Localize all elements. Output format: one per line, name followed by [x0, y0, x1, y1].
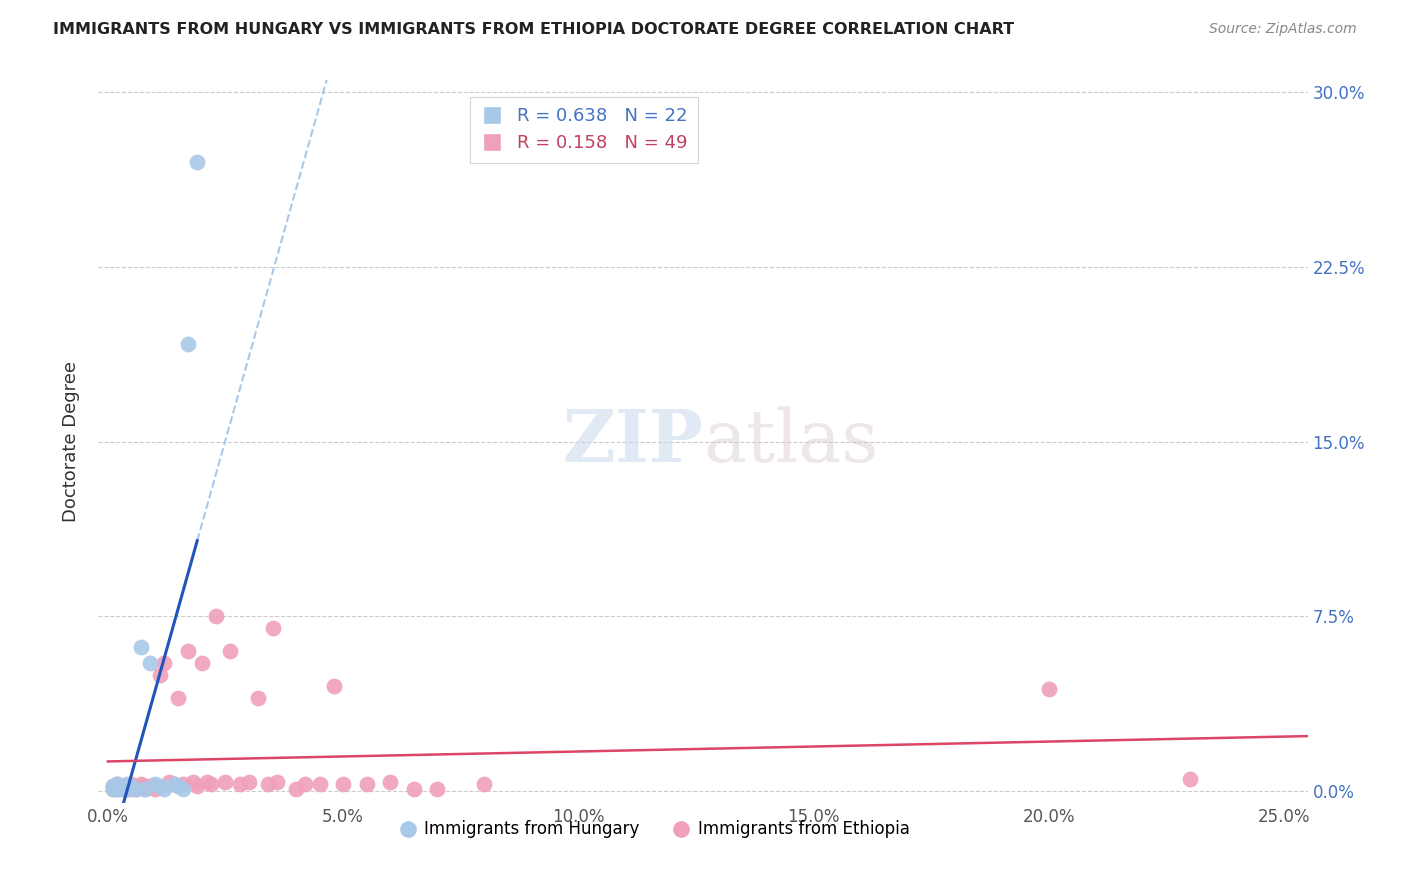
Point [177, 644, 200, 658]
Point [378, 774, 401, 789]
Point [172, 781, 194, 796]
Point [177, 336, 200, 351]
Point [308, 777, 330, 791]
Point [105, 777, 128, 791]
Point [143, 777, 166, 791]
Text: IMMIGRANTS FROM HUNGARY VS IMMIGRANTS FROM ETHIOPIA DOCTORATE DEGREE CORRELATION: IMMIGRANTS FROM HUNGARY VS IMMIGRANTS FR… [53, 22, 1015, 37]
Point [111, 780, 134, 794]
Point [111, 781, 134, 796]
Point [125, 781, 148, 796]
Point [356, 777, 378, 791]
Point [134, 781, 156, 796]
Point [186, 154, 208, 169]
Point [134, 780, 156, 794]
Point [219, 644, 242, 658]
Point [120, 780, 142, 794]
Point [139, 656, 162, 670]
Point [149, 667, 172, 681]
Point [191, 656, 214, 670]
Point [426, 781, 449, 796]
Point [149, 780, 172, 794]
Point [120, 781, 142, 796]
Point [181, 774, 204, 789]
Point [402, 781, 425, 796]
Point [167, 690, 190, 705]
Point [105, 781, 128, 796]
Text: ZIP: ZIP [562, 406, 703, 477]
Point [247, 690, 270, 705]
Point [195, 774, 218, 789]
Point [101, 780, 124, 794]
Point [228, 777, 250, 791]
Point [238, 774, 260, 789]
Point [129, 777, 152, 791]
Point [101, 780, 124, 794]
Point [120, 777, 142, 791]
Point [1178, 772, 1201, 787]
Text: Source: ZipAtlas.com: Source: ZipAtlas.com [1209, 22, 1357, 37]
Point [111, 781, 134, 796]
Legend: Immigrants from Hungary, Immigrants from Ethiopia: Immigrants from Hungary, Immigrants from… [392, 814, 917, 845]
Point [472, 777, 495, 791]
Point [101, 781, 124, 796]
Point [105, 777, 128, 791]
Point [125, 780, 148, 794]
Point [125, 781, 148, 796]
Point [262, 621, 284, 635]
Point [115, 780, 138, 794]
Point [115, 781, 138, 796]
Point [105, 781, 128, 796]
Point [153, 781, 176, 796]
Point [134, 781, 156, 796]
Point [167, 780, 190, 794]
Point [200, 777, 222, 791]
Point [266, 774, 288, 789]
Point [322, 679, 344, 693]
Point [205, 609, 228, 624]
Point [214, 774, 236, 789]
Y-axis label: Doctorate Degree: Doctorate Degree [62, 361, 80, 522]
Text: atlas: atlas [703, 406, 879, 477]
Point [153, 656, 176, 670]
Point [163, 777, 186, 791]
Point [115, 780, 138, 794]
Point [101, 781, 124, 796]
Point [129, 640, 152, 654]
Point [172, 777, 194, 791]
Point [115, 777, 138, 791]
Point [332, 777, 354, 791]
Point [285, 781, 308, 796]
Point [139, 780, 162, 794]
Point [256, 777, 278, 791]
Point [294, 777, 316, 791]
Point [157, 774, 180, 789]
Point [143, 781, 166, 796]
Point [163, 777, 186, 791]
Point [186, 780, 208, 794]
Point [111, 780, 134, 794]
Point [1038, 681, 1060, 696]
